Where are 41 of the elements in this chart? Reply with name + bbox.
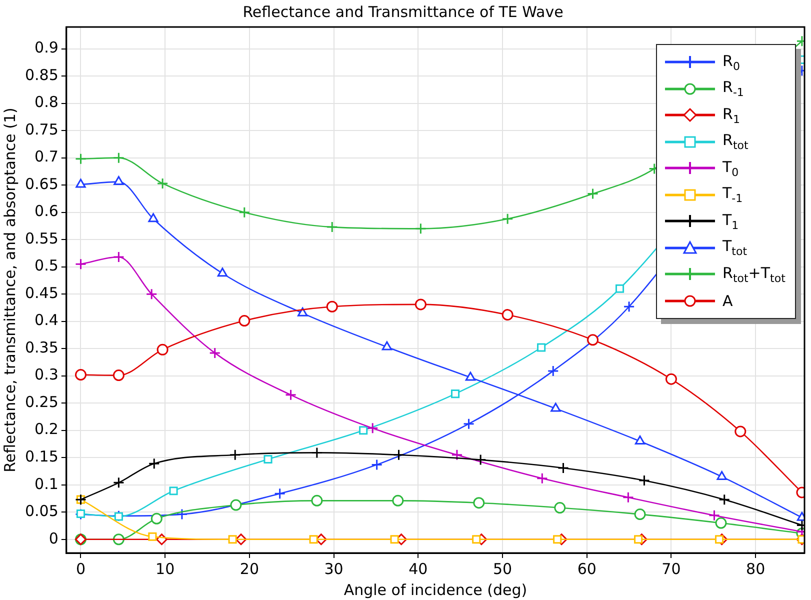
legend-label: A <box>722 292 733 310</box>
x-tick-label: 20 <box>240 560 259 578</box>
x-tick-label: 40 <box>408 560 428 578</box>
x-axis-title: Angle of incidence (deg) <box>344 580 528 599</box>
y-tick-label: 0.25 <box>24 392 58 411</box>
y-tick-label: 0.55 <box>24 229 58 248</box>
y-axis-title: Reflectance, transmittance, and absorptance (1) <box>0 108 19 472</box>
chart-title: Reflectance and Transmittance of TE Wave <box>242 2 564 21</box>
y-tick-label: 0.75 <box>24 120 58 138</box>
y-tick-label: 0.45 <box>24 284 58 302</box>
y-tick-label: 0.2 <box>34 420 58 438</box>
x-tick-label: 30 <box>324 560 344 578</box>
y-tick-label: 0.35 <box>24 338 58 356</box>
legend-label: T$_{tot}$ <box>722 237 748 258</box>
y-tick-label: 0.7 <box>34 148 58 166</box>
y-tick-label: 0.3 <box>34 366 58 384</box>
y-tick-label: 0.85 <box>24 66 58 84</box>
y-tick-label: 0 <box>48 529 58 548</box>
x-tick-label: 10 <box>156 560 175 578</box>
x-tick-label: 50 <box>492 560 512 578</box>
x-tick-label: 0 <box>76 560 86 578</box>
legend-label: R$_{tot}$+T$_{tot}$ <box>722 264 786 285</box>
legend-label: T$_{-1}$ <box>722 184 743 206</box>
legend-label: T$_{1}$ <box>722 210 739 232</box>
x-tick-label: 60 <box>577 560 596 578</box>
legend-label: R$_{tot}$ <box>722 131 748 152</box>
y-tick-label: 0.6 <box>34 202 58 220</box>
y-tick-label: 0.1 <box>34 474 58 493</box>
x-tick-label: 70 <box>662 560 681 578</box>
y-tick-label: 0.15 <box>24 448 58 466</box>
y-tick-label: 0.9 <box>34 38 58 57</box>
legend-label: T$_{0}$ <box>722 158 739 179</box>
y-tick-label: 0.5 <box>34 256 58 275</box>
y-tick-label: 0.05 <box>24 502 58 520</box>
x-tick-label: 80 <box>746 560 766 578</box>
y-tick-label: 0.8 <box>34 93 58 112</box>
y-tick-label: 0.65 <box>24 174 58 193</box>
legend-label: R$_{1}$ <box>722 104 740 126</box>
legend-label: R$_{0}$ <box>722 52 740 73</box>
y-tick-label: 0.4 <box>34 311 58 330</box>
legend-label: R$_{-1}$ <box>722 78 744 100</box>
